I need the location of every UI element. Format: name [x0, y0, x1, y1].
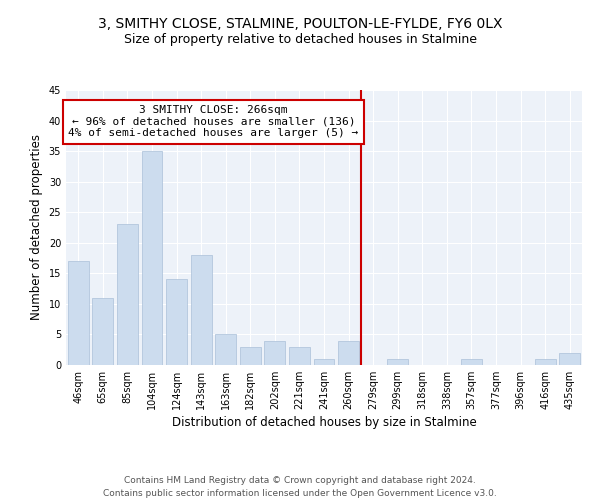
Bar [387, 359, 408, 365]
Bar [68, 261, 89, 365]
Bar [191, 255, 212, 365]
Bar [166, 280, 187, 365]
Y-axis label: Number of detached properties: Number of detached properties [30, 134, 43, 320]
Bar [559, 353, 580, 365]
Text: 3, SMITHY CLOSE, STALMINE, POULTON-LE-FYLDE, FY6 0LX: 3, SMITHY CLOSE, STALMINE, POULTON-LE-FY… [98, 18, 502, 32]
Bar [265, 340, 286, 365]
Text: Size of property relative to detached houses in Stalmine: Size of property relative to detached ho… [124, 32, 476, 46]
Bar [215, 334, 236, 365]
Bar [240, 346, 261, 365]
Text: Contains HM Land Registry data © Crown copyright and database right 2024.
Contai: Contains HM Land Registry data © Crown c… [103, 476, 497, 498]
Bar [289, 346, 310, 365]
Text: 3 SMITHY CLOSE: 266sqm
← 96% of detached houses are smaller (136)
4% of semi-det: 3 SMITHY CLOSE: 266sqm ← 96% of detached… [68, 106, 359, 138]
Bar [338, 340, 359, 365]
Bar [142, 151, 163, 365]
X-axis label: Distribution of detached houses by size in Stalmine: Distribution of detached houses by size … [172, 416, 476, 429]
Bar [314, 359, 334, 365]
Bar [535, 359, 556, 365]
Bar [117, 224, 138, 365]
Bar [461, 359, 482, 365]
Bar [92, 298, 113, 365]
